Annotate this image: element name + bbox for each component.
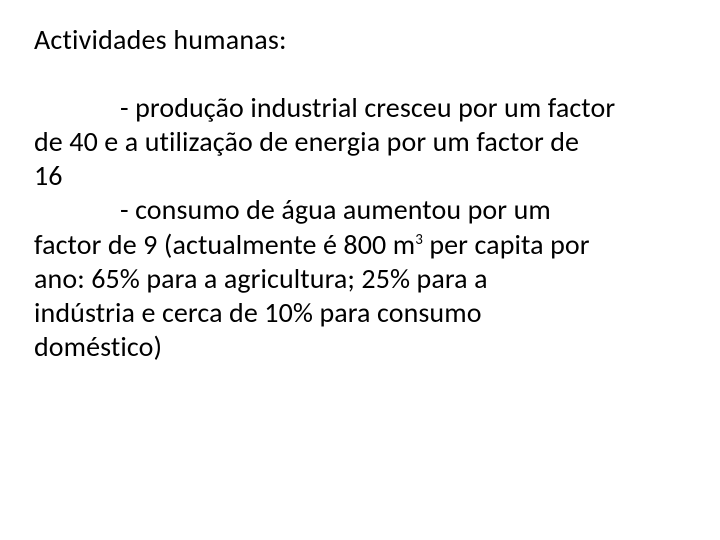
- p2-l5: doméstico): [34, 329, 162, 364]
- slide-body: - produção industrial cresceu por um fac…: [34, 91, 686, 364]
- p2-l3: ano: 65% para a agricultura; 25% para a: [34, 261, 488, 296]
- p2-l2b: per capita por: [423, 227, 590, 262]
- p1-l1: - produção industrial cresceu por um fac…: [120, 90, 615, 125]
- superscript-3: 3: [415, 231, 423, 249]
- p2-l4: indústria e cerca de 10% para consumo: [34, 295, 482, 330]
- slide-container: Actividades humanas: - produção industri…: [0, 0, 720, 540]
- p1-l2: de 40 e a utilização de energia por um f…: [34, 124, 579, 159]
- p1-l3: 16: [34, 158, 63, 193]
- slide-heading: Actividades humanas:: [34, 22, 686, 57]
- p2-l2a: factor de 9 (actualmente é 800 m: [34, 227, 415, 262]
- p2-l1: - consumo de água aumentou por um: [120, 192, 551, 227]
